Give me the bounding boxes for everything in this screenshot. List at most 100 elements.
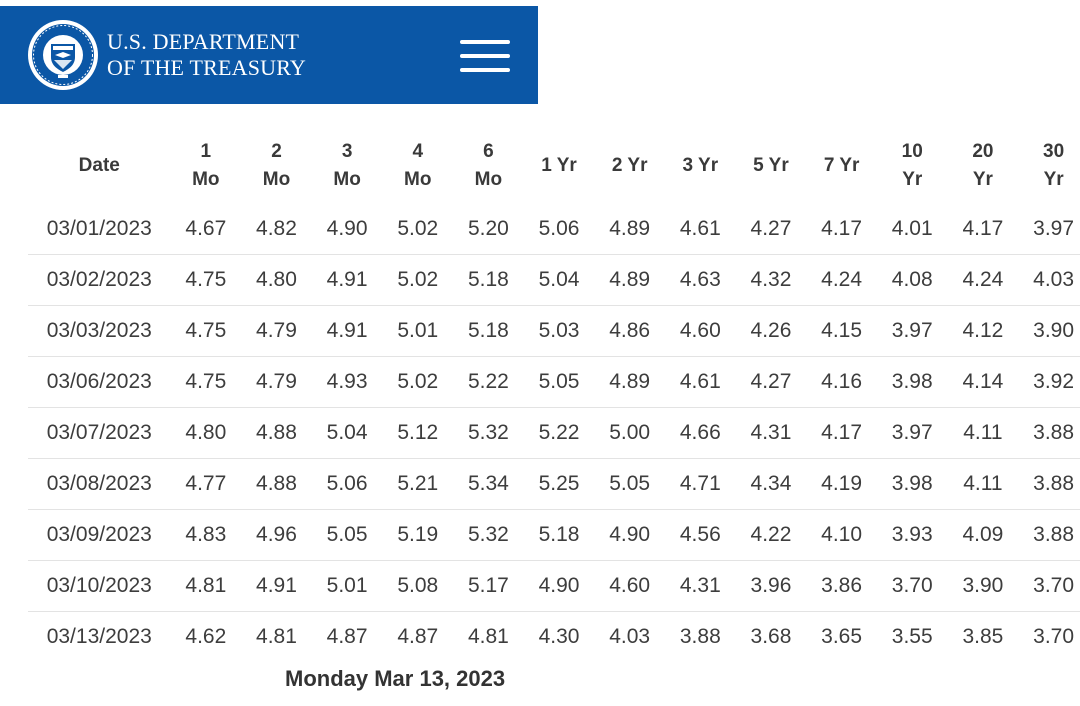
rate-cell: 5.01 (382, 305, 454, 357)
rate-cell: 5.02 (382, 254, 454, 306)
rate-cell: 4.09 (947, 509, 1019, 561)
rate-cell: 5.01 (311, 560, 383, 612)
rate-cell: 5.08 (382, 560, 454, 612)
rate-cell: 5.05 (311, 509, 383, 561)
rate-cell: 4.89 (594, 204, 665, 255)
rate-cell: 3.88 (1018, 407, 1080, 459)
rate-cell: 4.81 (170, 560, 242, 612)
column-header[interactable]: 1 Yr (524, 128, 595, 204)
rate-cell: 4.79 (241, 305, 312, 357)
rate-cell: 4.90 (594, 509, 665, 561)
table-row: 03/08/2023 4.77 4.88 5.06 5.21 5.34 5.25 5.05 4.… (28, 458, 1080, 510)
rate-cell: 5.17 (453, 560, 524, 612)
column-header[interactable]: 3 Yr (665, 128, 736, 204)
rate-cell: 3.92 (1018, 356, 1080, 408)
rate-cell: 4.24 (947, 254, 1019, 306)
site-brand[interactable]: U.S. DEPARTMENT OF THE TREASURY (107, 29, 306, 81)
rate-cell: 5.04 (311, 407, 383, 459)
table-body: 03/01/2023 4.67 4.82 4.90 5.02 5.20 5.06 4.89 4.… (28, 204, 1080, 662)
site-header: U.S. DEPARTMENT OF THE TREASURY (0, 6, 538, 104)
rate-cell: 5.03 (523, 305, 595, 357)
rate-cell: 5.02 (382, 356, 454, 408)
rate-cell: 3.70 (1033, 625, 1075, 648)
rate-cell: 4.26 (735, 305, 807, 357)
brand-line-2: OF THE TREASURY (107, 55, 307, 80)
table-row: 03/13/2023 4.62 4.81 4.87 4.87 4.81 4.30 4.03 3.… (28, 612, 1080, 663)
rate-cell: 4.60 (665, 305, 736, 357)
rate-cell: 4.63 (665, 254, 736, 306)
rate-cell: 4.71 (665, 458, 736, 510)
rate-cell: 5.05 (594, 458, 665, 510)
column-header[interactable]: 1 Mo (171, 128, 242, 204)
column-header-label: 2 Yr (611, 155, 648, 176)
treasury-seal-icon[interactable] (27, 19, 99, 91)
rate-cell: 4.03 (609, 625, 651, 648)
table-row: 03/03/2023 4.75 4.79 4.91 5.01 5.18 5.03 4.86 4.… (28, 305, 1080, 357)
rate-cell: 4.31 (735, 407, 807, 459)
column-header-label: 4 (412, 141, 424, 162)
rate-cell: 4.12 (947, 305, 1019, 357)
rate-cell: 4.27 (735, 356, 807, 408)
rate-cell: 5.34 (453, 458, 524, 510)
rate-cell: 4.17 (806, 407, 877, 459)
rate-cell: 4.31 (665, 560, 736, 612)
rate-cell: 5.18 (523, 509, 595, 561)
rate-cell: 4.79 (241, 356, 312, 408)
date-cell: 03/13/2023 (46, 625, 152, 648)
rate-cell: 3.70 (876, 560, 948, 612)
rate-cell: 4.24 (806, 254, 877, 306)
table-row: 03/06/2023 4.75 4.79 4.93 5.02 5.22 5.05 4.89 4.… (28, 356, 1080, 408)
rate-cell: 4.80 (241, 254, 312, 306)
rate-cell: 4.87 (397, 625, 439, 648)
column-header[interactable]: 4 Mo (382, 128, 453, 204)
column-header[interactable]: 6 Mo (453, 128, 524, 204)
column-header[interactable]: 2 Yr (594, 128, 665, 204)
column-header[interactable]: 2 Mo (241, 128, 312, 204)
column-header[interactable]: 10 Yr (877, 128, 948, 204)
rate-cell: 4.10 (806, 509, 877, 561)
rate-cell: 3.90 (947, 560, 1019, 612)
rate-cell: 4.66 (665, 407, 736, 459)
date-cell: 03/07/2023 (28, 407, 171, 459)
column-header[interactable]: Date (28, 128, 171, 204)
column-header[interactable]: 3 Mo (312, 128, 383, 204)
rate-cell: 4.88 (241, 407, 312, 459)
column-header-label: Mo (192, 169, 220, 190)
rate-cell: 5.02 (382, 204, 454, 255)
rate-cell: 4.88 (241, 458, 312, 510)
rate-cell: 4.86 (594, 305, 665, 357)
rate-cell: 3.55 (891, 625, 933, 648)
rate-cell: 5.25 (523, 458, 595, 510)
rate-cell: 3.88 (1018, 458, 1080, 510)
rate-cell: 3.90 (1018, 305, 1080, 357)
rate-cell: 4.89 (594, 254, 665, 306)
rate-cell: 3.70 (1018, 560, 1080, 612)
rate-cell: 4.30 (538, 625, 580, 648)
rate-cell: 4.83 (170, 509, 242, 561)
date-cell: 03/08/2023 (28, 458, 171, 510)
column-header-label: 10 (901, 141, 923, 162)
column-header[interactable]: 20 Yr (948, 128, 1019, 204)
rate-cell: 4.91 (241, 560, 312, 612)
column-header-label: 1 (200, 141, 212, 162)
rate-cell: 5.04 (523, 254, 595, 306)
date-cell: 03/01/2023 (28, 204, 171, 255)
rate-cell: 4.60 (594, 560, 665, 612)
column-header[interactable]: 7 Yr (806, 128, 877, 204)
rate-cell: 5.00 (594, 407, 665, 459)
table-row: 03/07/2023 4.80 4.88 5.04 5.12 5.32 5.22 5.00 4.… (28, 407, 1080, 459)
rate-cell: 4.27 (735, 204, 807, 255)
current-date-label: Monday Mar 13, 2023 (285, 666, 506, 691)
column-header-label: Yr (902, 169, 923, 190)
table-row: 03/02/2023 4.75 4.80 4.91 5.02 5.18 5.04 4.89 4.… (28, 254, 1080, 306)
rate-cell: 3.96 (735, 560, 807, 612)
column-header[interactable]: 5 Yr (736, 128, 807, 204)
column-header-label: 3 (341, 141, 353, 162)
column-header-label: 6 (483, 141, 494, 162)
rate-cell: 4.96 (241, 509, 312, 561)
yield-rates-table: Date 1 Mo 2 Mo 3 Mo 4 Mo 6 Mo 1 Yr 2 Yr 3 Yr 5 Yr 7 Yr 1… (28, 128, 1080, 662)
hamburger-menu-icon[interactable] (456, 36, 514, 76)
rate-cell: 3.93 (876, 509, 948, 561)
column-header[interactable]: 30 Yr (1018, 128, 1080, 204)
rate-cell: 3.88 (1018, 509, 1080, 561)
